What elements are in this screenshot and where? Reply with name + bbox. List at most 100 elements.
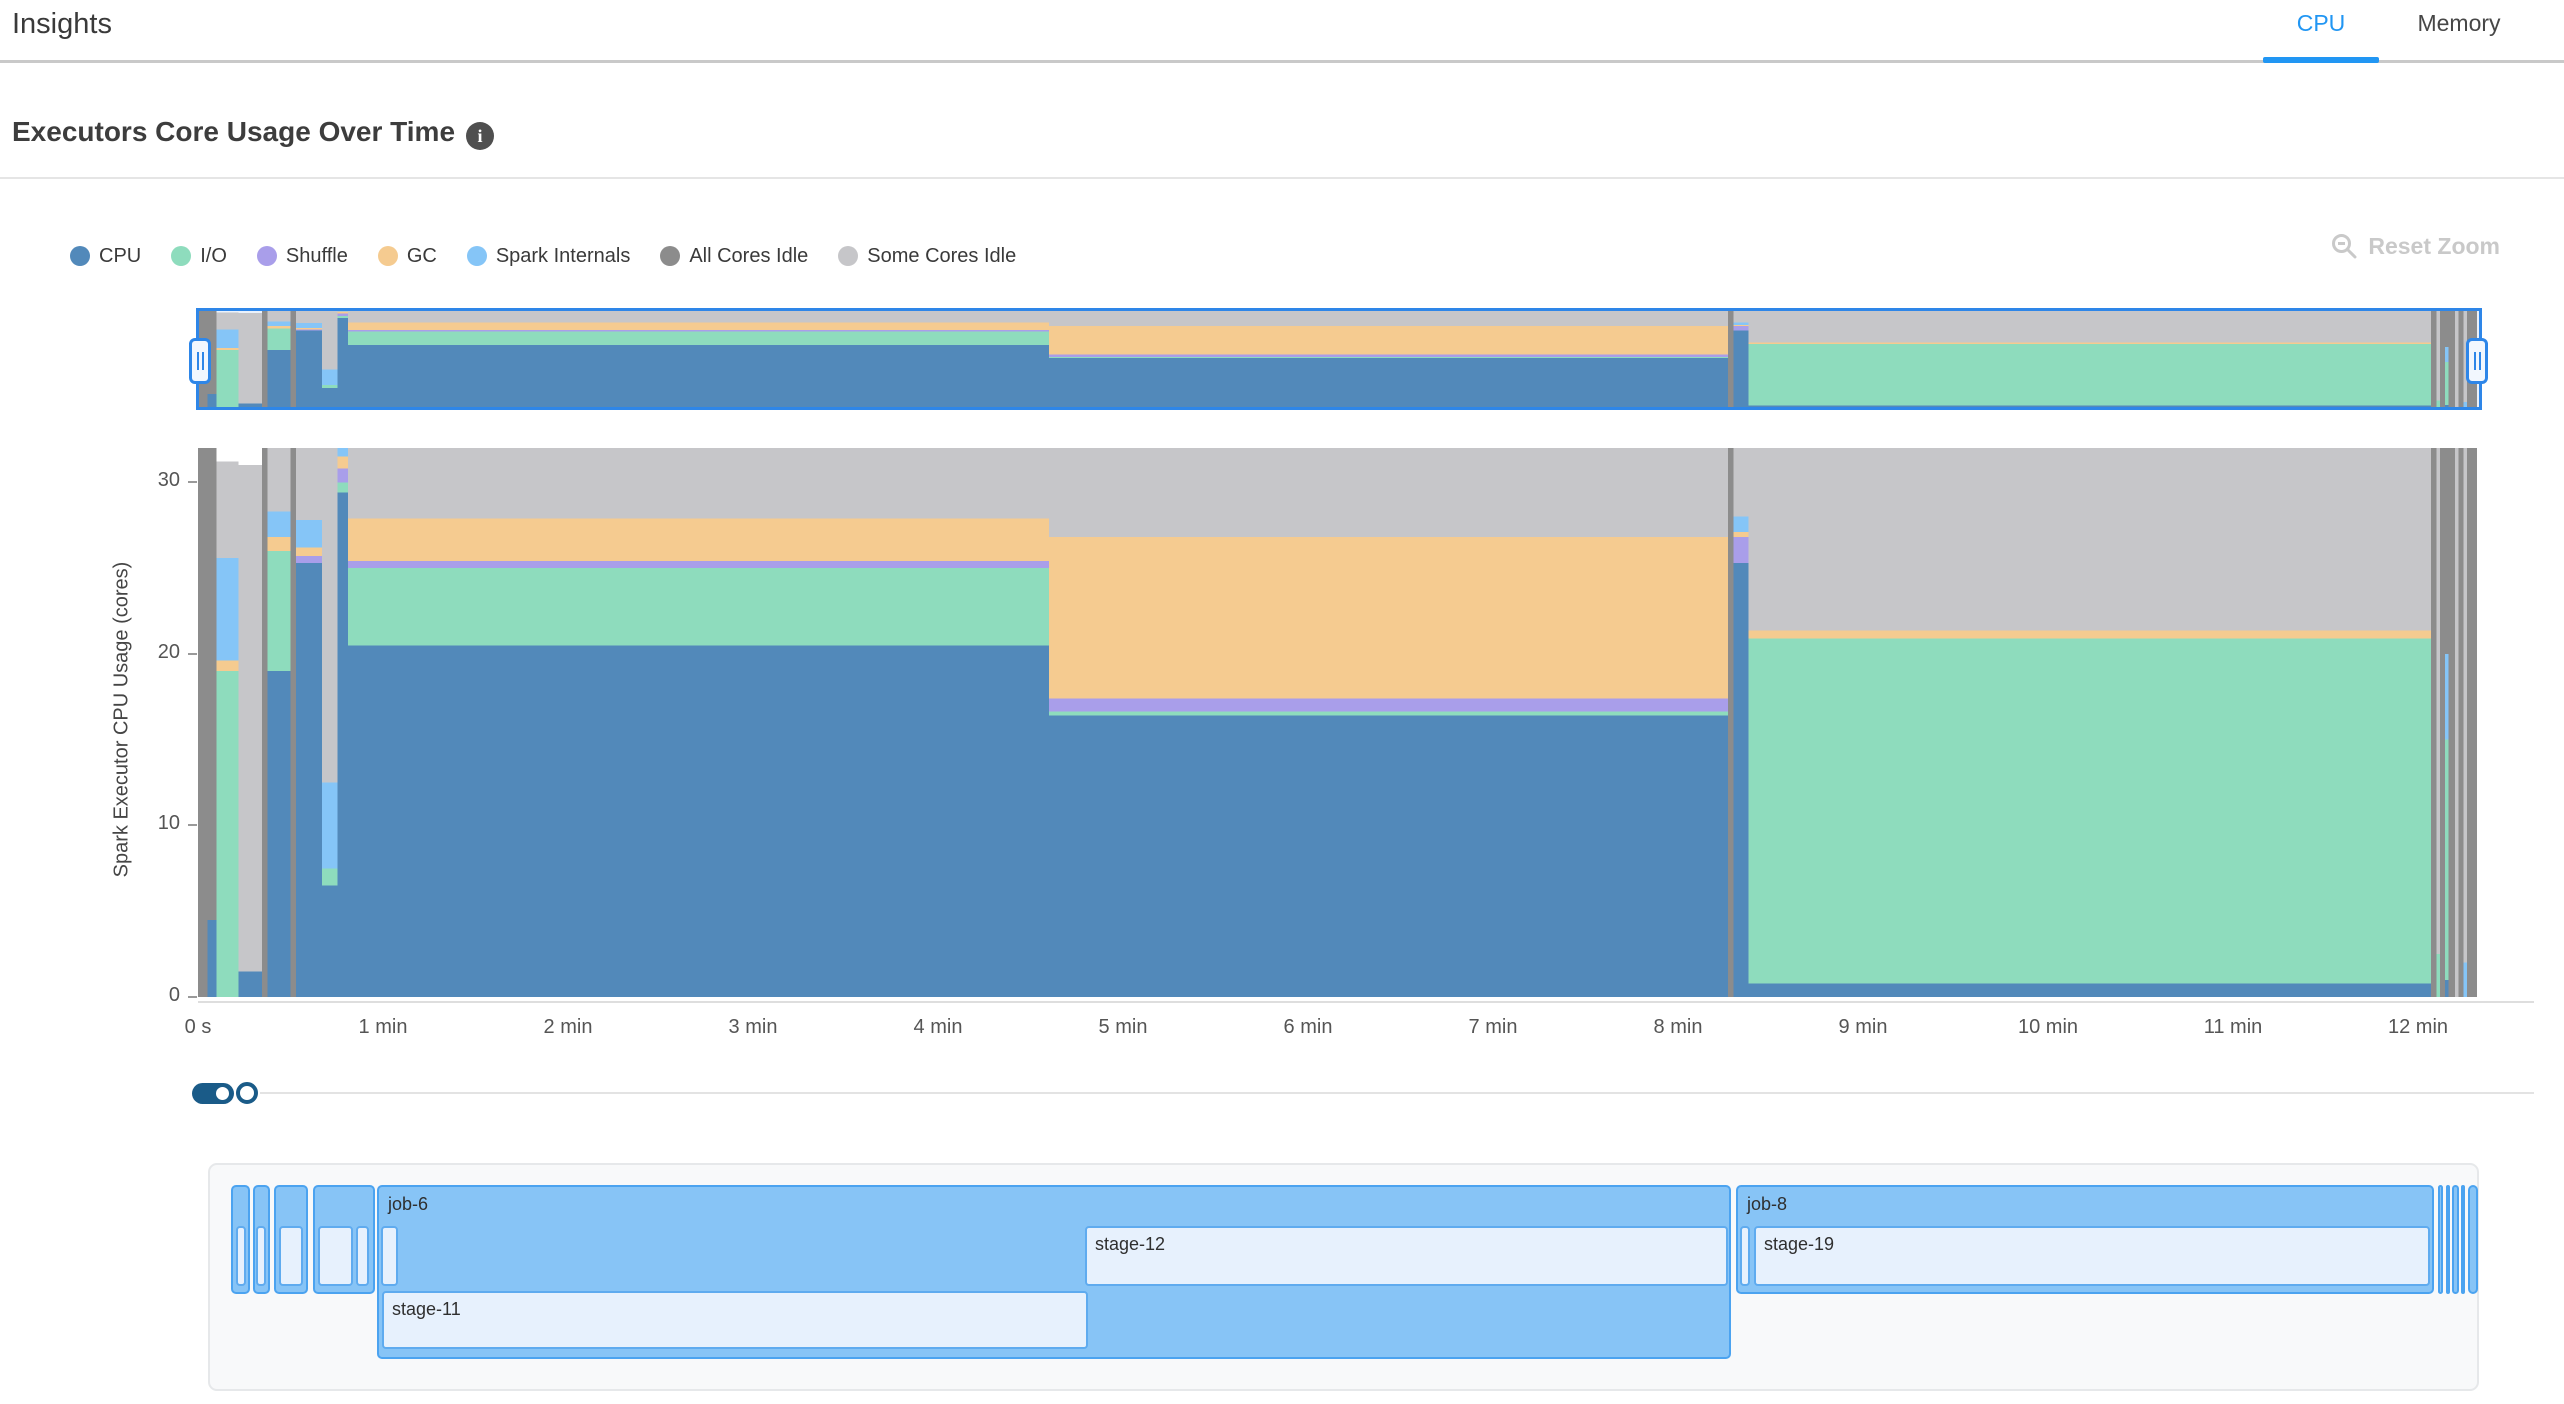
area-someIdle <box>216 461 239 558</box>
main-chart-canvas[interactable] <box>198 448 2480 997</box>
area-shuffle <box>1049 354 1728 358</box>
stage-bar[interactable] <box>356 1226 369 1286</box>
area-internals <box>2463 962 2468 997</box>
area-allIdle <box>290 448 297 997</box>
legend-item-internals: Spark Internals <box>466 244 631 268</box>
area-someIdle <box>2463 448 2468 963</box>
job-bar[interactable] <box>253 1185 270 1294</box>
area-shuffle <box>347 330 1050 332</box>
stage-bar-stage-19[interactable]: stage-19 <box>1754 1226 2430 1286</box>
brush-handle-left[interactable] <box>189 338 211 384</box>
area-cpu <box>321 388 338 408</box>
area-internals <box>337 310 348 312</box>
stage-bar[interactable] <box>236 1226 246 1286</box>
area-cpu <box>296 562 322 997</box>
area-io <box>2444 362 2449 405</box>
area-gc <box>347 518 1050 562</box>
area-cpu <box>1733 562 1749 997</box>
area-gc <box>1733 532 1749 538</box>
area-gc <box>267 537 291 551</box>
job-bar[interactable] <box>2438 1185 2443 1294</box>
area-gc <box>337 311 348 314</box>
area-internals <box>267 321 291 326</box>
area-cpu <box>1049 357 1728 408</box>
x-axis-line <box>198 1001 2534 1003</box>
area-io <box>1748 638 2431 984</box>
y-tick-label: 0 <box>168 984 180 1006</box>
legend-item-cpu: CPU <box>70 245 141 268</box>
job-bar[interactable] <box>313 1185 375 1294</box>
zoom-out-icon <box>2330 232 2358 260</box>
stage-bar-stage-12[interactable]: stage-12 <box>1085 1226 1728 1286</box>
area-allIdle <box>2440 448 2445 997</box>
stage-bar[interactable] <box>279 1226 303 1286</box>
job-bar-job-8[interactable]: job-8 stage-19 <box>1736 1185 2434 1294</box>
tab-memory[interactable]: Memory <box>2417 10 2501 36</box>
area-internals <box>321 369 338 386</box>
area-allIdle <box>2448 310 2455 408</box>
tab-cpu[interactable]: CPU <box>2296 10 2346 36</box>
area-gc <box>216 660 239 672</box>
area-someIdle <box>296 310 322 323</box>
area-cpu <box>321 885 338 997</box>
area-gc <box>347 322 1050 331</box>
area-internals <box>1733 322 1749 326</box>
overview-chart-canvas[interactable] <box>198 310 2480 408</box>
main-chart[interactable] <box>198 448 2480 997</box>
info-icon[interactable]: i <box>466 122 494 150</box>
x-tick-label: 6 min <box>1283 1016 1333 1038</box>
stage-bar[interactable] <box>256 1226 266 1286</box>
y-tick-mark <box>188 824 197 827</box>
brush-handle-right[interactable] <box>2466 338 2488 384</box>
area-someIdle <box>321 310 338 370</box>
area-cpu <box>1748 405 2431 408</box>
area-someIdle <box>238 465 262 972</box>
area-internals <box>2444 653 2449 740</box>
area-cpu <box>1049 715 1728 997</box>
stage-bar[interactable] <box>381 1226 398 1286</box>
overview-chart[interactable] <box>189 308 2488 410</box>
area-cpu <box>1748 983 2431 997</box>
area-shuffle <box>347 561 1050 569</box>
job-bar[interactable] <box>2468 1185 2478 1294</box>
job-bar[interactable] <box>2446 1185 2450 1294</box>
area-cpu <box>267 671 291 997</box>
area-io <box>347 331 1050 346</box>
area-io <box>321 868 338 886</box>
area-cpu <box>238 403 262 408</box>
area-io <box>267 328 291 350</box>
area-io <box>337 316 348 318</box>
area-gc <box>1748 630 2431 639</box>
area-allIdle <box>261 448 268 997</box>
area-io <box>216 349 239 408</box>
area-cpu <box>347 645 1050 997</box>
jobs-stages-timeline-panel: job-6 stage-12 stage-11 job-8 stage-19 <box>208 1163 2479 1391</box>
area-someIdle <box>1748 448 2431 631</box>
area-allIdle <box>198 448 208 997</box>
job-bar[interactable] <box>231 1185 250 1294</box>
area-cpu <box>238 971 262 997</box>
legend-label: Spark Internals <box>495 244 631 267</box>
slider-track[interactable] <box>260 1092 2534 1094</box>
stage-bar-stage-11[interactable]: stage-11 <box>382 1291 1088 1349</box>
job-bar[interactable] <box>2452 1185 2459 1294</box>
legend-item-someIdle: Some Cores Idle <box>838 245 1016 268</box>
slider-handle[interactable] <box>236 1082 258 1104</box>
stage-bar[interactable] <box>318 1226 353 1286</box>
x-tick-label: 1 min <box>358 1016 408 1038</box>
job-bar[interactable] <box>2461 1185 2465 1294</box>
area-someIdle <box>1049 448 1728 538</box>
stage-label: stage-12 <box>1095 1234 1166 1254</box>
area-someIdle <box>2455 310 2459 408</box>
area-cpu <box>207 394 217 408</box>
reset-zoom-button[interactable]: Reset Zoom <box>2330 232 2500 260</box>
stage-bar[interactable] <box>1740 1226 1750 1286</box>
view-toggle-knob[interactable] <box>213 1084 232 1103</box>
area-allIdle <box>2444 310 2449 347</box>
area-allIdle <box>2430 448 2437 997</box>
job-bar[interactable] <box>274 1185 308 1294</box>
job-bar-job-6[interactable]: job-6 stage-12 stage-11 <box>377 1185 1731 1359</box>
area-shuffle <box>296 329 322 331</box>
area-allIdle <box>261 310 268 408</box>
